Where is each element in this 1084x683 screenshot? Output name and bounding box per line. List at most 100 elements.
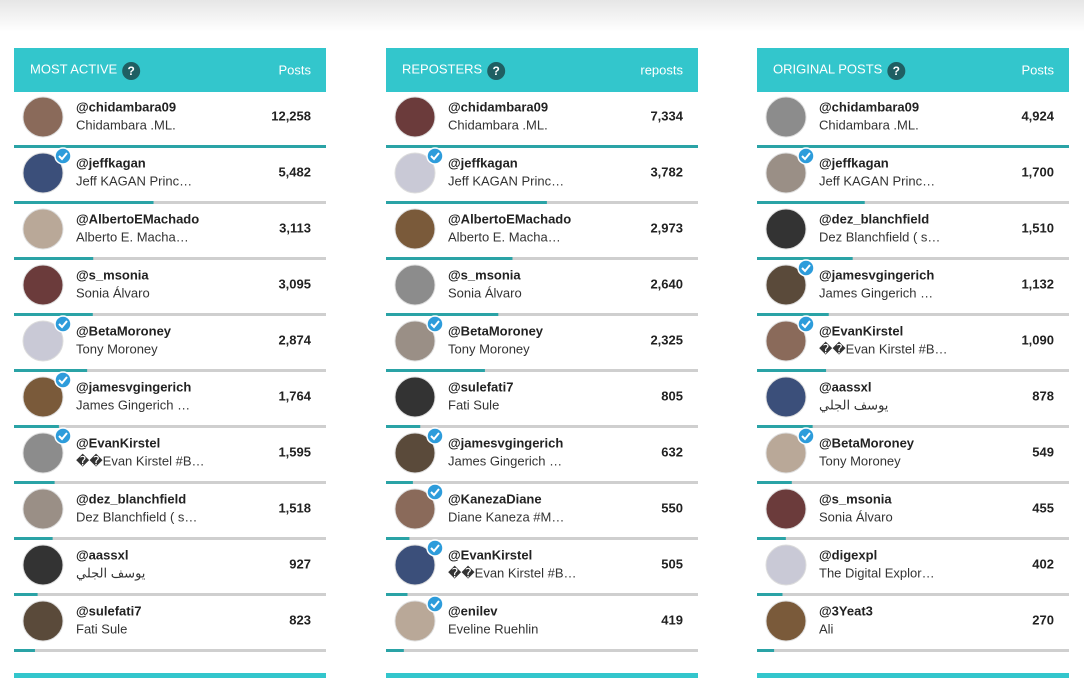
handle[interactable]: @jeffkagan bbox=[819, 155, 889, 170]
help-icon[interactable] bbox=[887, 62, 906, 80]
bar-track bbox=[14, 593, 326, 596]
handle[interactable]: @sulefati7 bbox=[76, 603, 141, 618]
handle[interactable]: @sulefati7 bbox=[448, 379, 513, 394]
handle[interactable]: @BetaMoroney bbox=[76, 323, 172, 338]
avatar[interactable] bbox=[22, 376, 64, 418]
handle[interactable]: @jamesvgingerich bbox=[448, 435, 563, 450]
count: 1,510 bbox=[1021, 220, 1054, 235]
bar-track bbox=[757, 593, 1069, 596]
avatar[interactable] bbox=[394, 208, 436, 250]
bar-fill bbox=[757, 593, 783, 596]
handle[interactable]: @jeffkagan bbox=[76, 155, 146, 170]
handle[interactable]: @chidambara09 bbox=[819, 99, 919, 114]
avatar[interactable] bbox=[765, 544, 807, 586]
count: 927 bbox=[289, 556, 311, 571]
bar-track bbox=[14, 201, 326, 204]
handle[interactable]: @aassxl bbox=[76, 547, 128, 562]
avatar[interactable] bbox=[765, 376, 807, 418]
avatar[interactable] bbox=[765, 320, 807, 362]
avatar[interactable] bbox=[394, 600, 436, 642]
display-name: يوسف الجلي bbox=[76, 565, 146, 581]
bar-track bbox=[386, 257, 698, 260]
avatar[interactable] bbox=[765, 152, 807, 194]
avatar[interactable] bbox=[394, 152, 436, 194]
verified-badge bbox=[426, 539, 444, 557]
bar-fill bbox=[386, 369, 485, 372]
help-icon[interactable] bbox=[487, 62, 506, 80]
handle[interactable]: @AlbertoEMachado bbox=[448, 211, 571, 226]
avatar[interactable] bbox=[22, 600, 64, 642]
avatar[interactable] bbox=[394, 96, 436, 138]
avatar[interactable] bbox=[394, 264, 436, 306]
handle[interactable]: @BetaMoroney bbox=[819, 435, 915, 450]
verified-check bbox=[430, 432, 440, 441]
column-header: reposts bbox=[640, 62, 683, 77]
handle[interactable]: @3Yeat3 bbox=[819, 603, 873, 618]
count: 4,924 bbox=[1021, 108, 1054, 123]
avatar[interactable] bbox=[394, 376, 436, 418]
avatar[interactable] bbox=[22, 152, 64, 194]
display-name: Alberto E. Macha… bbox=[448, 229, 561, 244]
avatar[interactable] bbox=[22, 264, 64, 306]
handle[interactable]: @s_msonia bbox=[819, 491, 892, 506]
avatar[interactable] bbox=[765, 488, 807, 530]
avatar[interactable] bbox=[765, 96, 807, 138]
count: 12,258 bbox=[271, 108, 311, 123]
display-name: Dez Blanchfield ( s… bbox=[76, 509, 197, 524]
verified-badge bbox=[54, 315, 72, 333]
verified-check bbox=[801, 152, 811, 161]
handle[interactable]: @aassxl bbox=[819, 379, 871, 394]
handle[interactable]: @jamesvgingerich bbox=[76, 379, 191, 394]
bar-fill bbox=[757, 425, 813, 428]
count: 805 bbox=[661, 388, 683, 403]
avatar[interactable] bbox=[22, 208, 64, 250]
bar-fill bbox=[386, 537, 410, 540]
count: 2,325 bbox=[650, 332, 683, 347]
handle[interactable]: @jamesvgingerich bbox=[819, 267, 934, 282]
bar-track bbox=[14, 481, 326, 484]
display-name: Sonia Álvaro bbox=[819, 509, 893, 524]
count: 2,874 bbox=[278, 332, 311, 347]
avatar[interactable] bbox=[765, 208, 807, 250]
handle[interactable]: @EvanKirstel bbox=[76, 435, 160, 450]
avatar[interactable] bbox=[394, 544, 436, 586]
display-name: Tony Moroney bbox=[76, 341, 158, 356]
handle[interactable]: @KanezaDiane bbox=[448, 491, 542, 506]
handle[interactable]: @digexpl bbox=[819, 547, 877, 562]
avatar[interactable] bbox=[22, 432, 64, 474]
avatar[interactable] bbox=[394, 320, 436, 362]
bar-fill bbox=[14, 201, 154, 204]
handle[interactable]: @jeffkagan bbox=[448, 155, 518, 170]
avatar[interactable] bbox=[22, 544, 64, 586]
bar-fill bbox=[386, 425, 421, 428]
handle[interactable]: @chidambara09 bbox=[76, 99, 176, 114]
panel-title: ORIGINAL POSTS bbox=[773, 61, 883, 76]
handle[interactable]: @s_msonia bbox=[448, 267, 521, 282]
handle[interactable]: @EvanKirstel bbox=[819, 323, 903, 338]
avatar[interactable] bbox=[765, 432, 807, 474]
avatar[interactable] bbox=[22, 488, 64, 530]
handle[interactable]: @EvanKirstel bbox=[448, 547, 532, 562]
handle[interactable]: @BetaMoroney bbox=[448, 323, 544, 338]
bar-fill bbox=[14, 257, 94, 260]
display-name: Chidambara .ML. bbox=[448, 117, 548, 132]
count: 3,782 bbox=[650, 164, 683, 179]
display-name: James Gingerich … bbox=[448, 453, 562, 468]
avatar[interactable] bbox=[765, 264, 807, 306]
handle[interactable]: @enilev bbox=[448, 603, 498, 618]
avatar[interactable] bbox=[22, 96, 64, 138]
bar-fill bbox=[757, 537, 786, 540]
avatar[interactable] bbox=[394, 432, 436, 474]
handle[interactable]: @chidambara09 bbox=[448, 99, 548, 114]
display-name: Tony Moroney bbox=[819, 453, 901, 468]
avatar[interactable] bbox=[765, 600, 807, 642]
display-name: ��Evan Kirstel #B… bbox=[76, 453, 205, 468]
handle[interactable]: @dez_blanchfield bbox=[819, 211, 929, 226]
handle[interactable]: @AlbertoEMachado bbox=[76, 211, 199, 226]
handle[interactable]: @dez_blanchfield bbox=[76, 491, 186, 506]
avatar[interactable] bbox=[394, 488, 436, 530]
handle[interactable]: @s_msonia bbox=[76, 267, 149, 282]
help-icon[interactable] bbox=[122, 62, 141, 80]
avatar[interactable] bbox=[22, 320, 64, 362]
display-name: Chidambara .ML. bbox=[76, 117, 176, 132]
